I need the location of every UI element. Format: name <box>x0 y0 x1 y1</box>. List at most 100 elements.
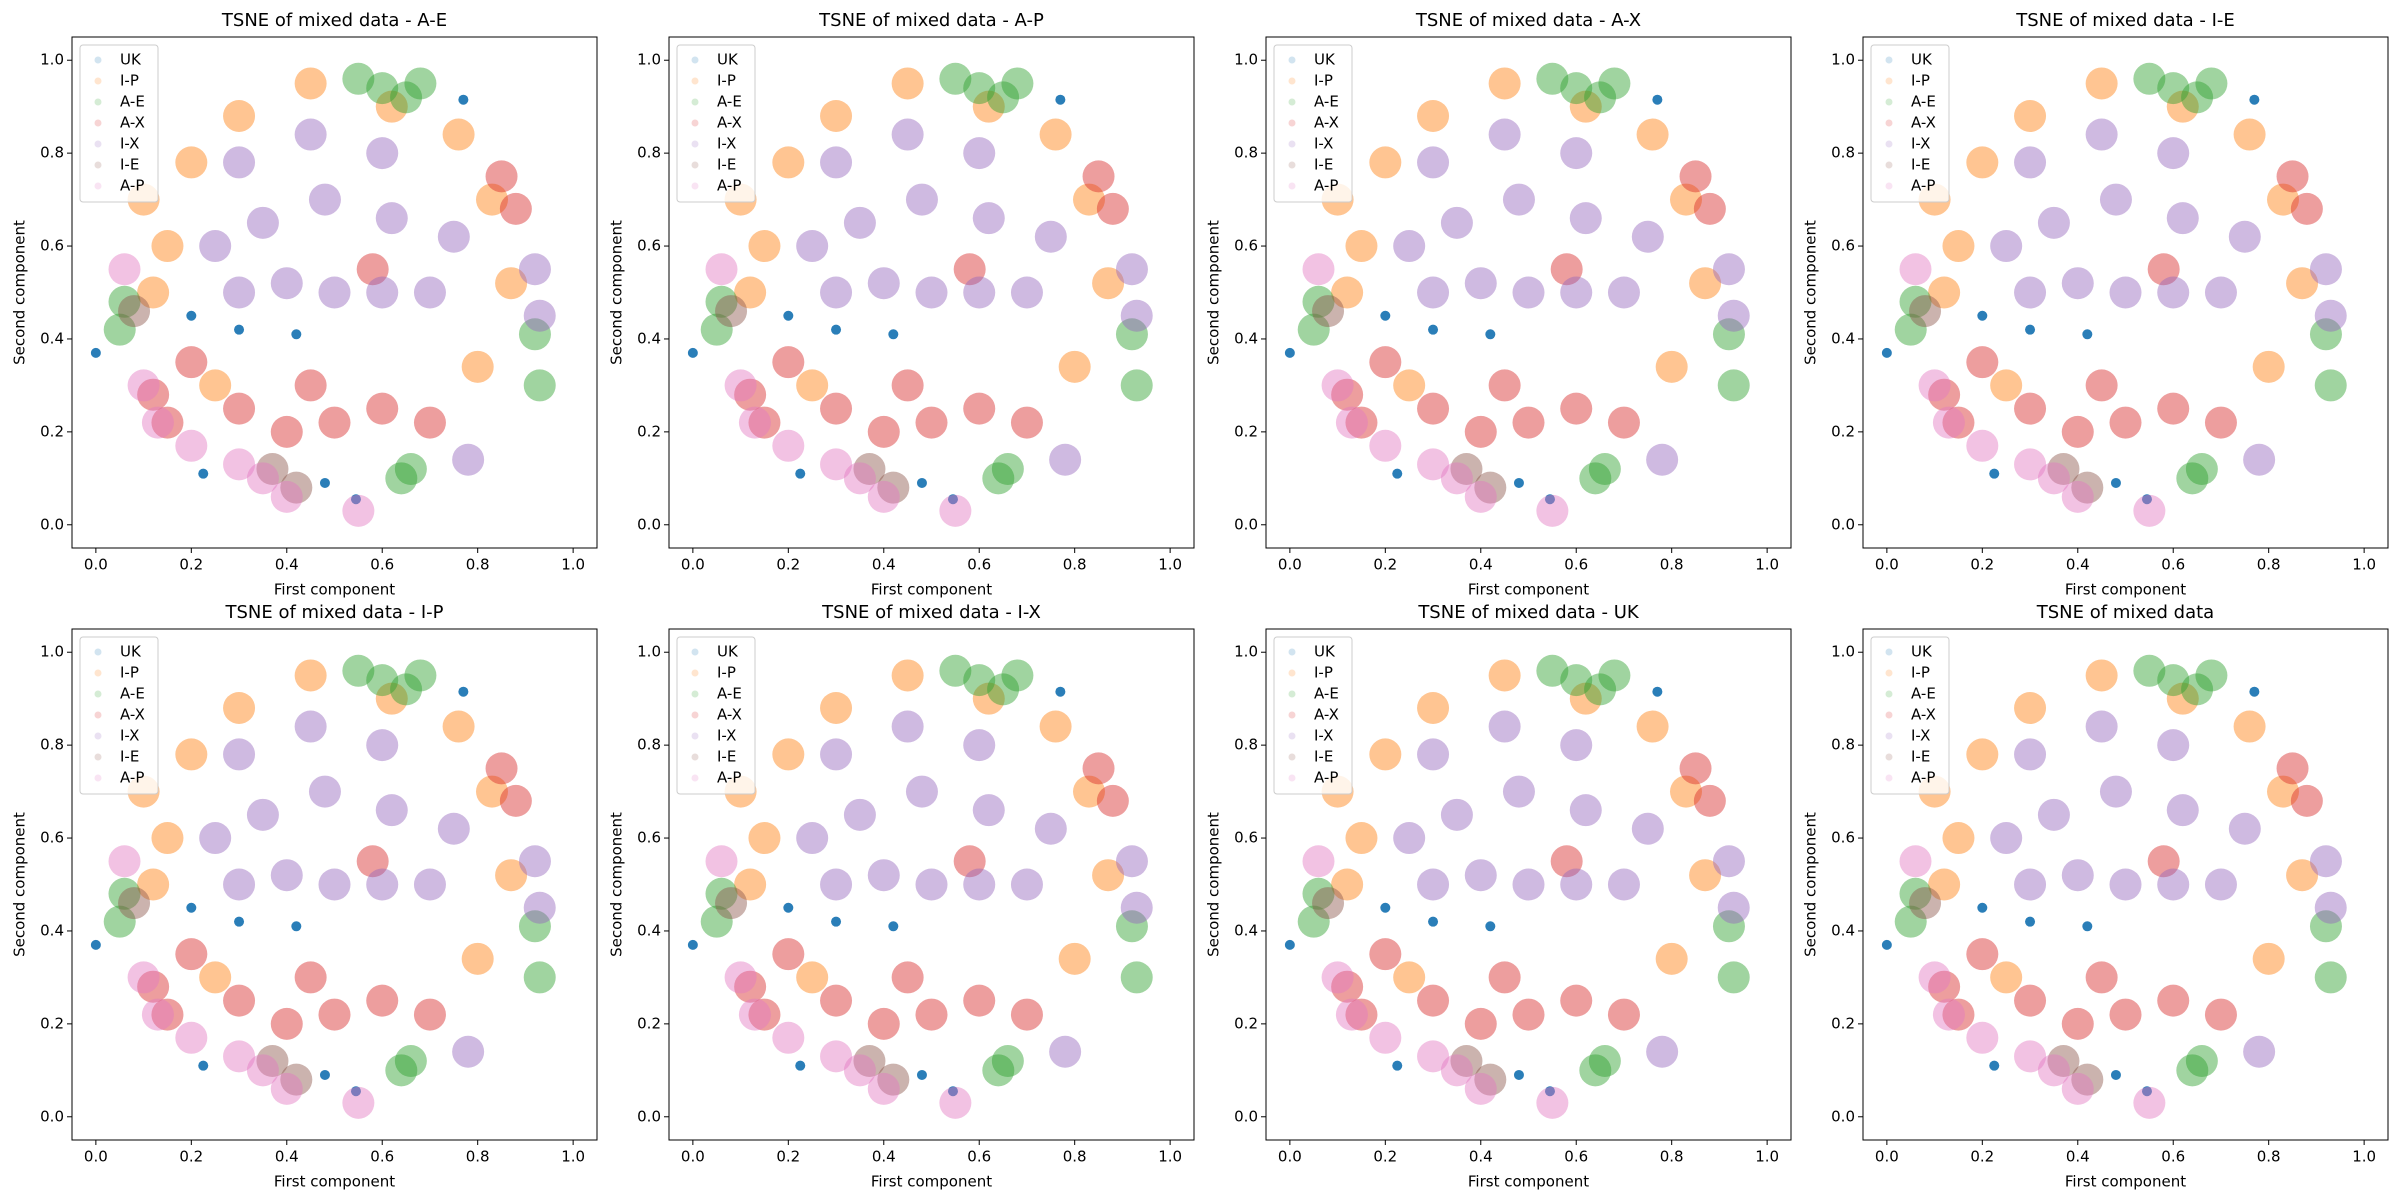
legend-marker <box>1885 56 1893 64</box>
point <box>2071 1063 2104 1096</box>
point <box>1010 406 1043 439</box>
point <box>905 775 938 808</box>
point <box>2037 1054 2070 1087</box>
point <box>1512 276 1545 309</box>
y-tick-label: 0.2 <box>1234 1014 1258 1032</box>
point <box>2109 406 2142 439</box>
point <box>413 868 446 901</box>
point <box>2157 276 2190 309</box>
point <box>1321 369 1354 402</box>
point <box>1297 313 1330 346</box>
point <box>1881 347 1892 358</box>
point <box>1932 998 1965 1031</box>
y-tick-label: 1.0 <box>637 643 661 661</box>
point <box>294 118 327 151</box>
legend-marker <box>94 690 102 698</box>
point <box>1092 859 1125 892</box>
point <box>1450 453 1483 486</box>
x-tick-label: 0.0 <box>1875 556 1899 574</box>
point <box>1569 90 1602 123</box>
point <box>972 202 1005 235</box>
y-tick-label: 0.0 <box>1234 1107 1258 1125</box>
legend-marker <box>1885 182 1893 190</box>
point <box>687 939 698 950</box>
point <box>1560 392 1593 425</box>
legend-marker <box>691 648 699 656</box>
subplot: TSNE of mixed data - A-E First component S… <box>11 10 598 599</box>
x-tick-label: 0.2 <box>179 1148 203 1166</box>
point <box>939 62 972 95</box>
point <box>2243 443 2276 476</box>
point <box>2185 453 2218 486</box>
subplot: TSNE of mixed data - UK First component Se… <box>1205 602 1792 1191</box>
point <box>270 1007 303 1040</box>
x-tick-label: 1.0 <box>561 556 585 574</box>
legend-marker <box>1288 77 1296 85</box>
point <box>843 462 876 495</box>
point <box>915 276 948 309</box>
point <box>523 299 556 332</box>
point <box>1652 94 1663 105</box>
point <box>280 1063 313 1096</box>
point <box>2014 691 2047 724</box>
legend-marker <box>94 56 102 64</box>
legend-label: A-E <box>1314 93 1339 111</box>
point <box>772 738 805 771</box>
legend-label: I-E <box>1911 156 1930 174</box>
legend-label: I-P <box>717 72 736 90</box>
point <box>223 691 256 724</box>
point <box>1966 738 1999 771</box>
y-tick-label: 0.2 <box>1831 1014 1855 1032</box>
point <box>1474 1063 1507 1096</box>
point <box>820 448 853 481</box>
point <box>1989 468 2000 479</box>
point <box>1335 998 1368 1031</box>
x-tick-label: 0.4 <box>1469 556 1493 574</box>
point <box>2249 686 2260 697</box>
point <box>963 868 996 901</box>
point <box>1607 276 1640 309</box>
point <box>916 1069 927 1080</box>
point <box>1717 961 1750 994</box>
point <box>1899 877 1932 910</box>
point <box>1417 868 1450 901</box>
y-tick-label: 0.6 <box>40 237 64 255</box>
point <box>2157 392 2190 425</box>
point <box>1488 659 1521 692</box>
point <box>1966 429 1999 462</box>
point <box>366 984 399 1017</box>
legend-marker <box>1885 753 1893 761</box>
point <box>366 72 399 105</box>
point <box>947 1086 958 1097</box>
point <box>947 494 958 505</box>
point <box>867 1007 900 1040</box>
legend-marker <box>1288 161 1296 169</box>
x-tick-label: 0.0 <box>84 556 108 574</box>
y-tick-label: 1.0 <box>1831 643 1855 661</box>
legend-marker <box>94 119 102 127</box>
point <box>342 62 375 95</box>
legend-label: I-X <box>717 135 736 153</box>
point <box>820 392 853 425</box>
point <box>413 998 446 1031</box>
point <box>1712 318 1745 351</box>
point <box>1607 998 1640 1031</box>
legend-marker <box>1288 669 1296 677</box>
point <box>1417 448 1450 481</box>
point <box>108 253 141 286</box>
point <box>523 369 556 402</box>
point <box>2061 267 2094 300</box>
y-tick-label: 0.8 <box>1831 736 1855 754</box>
y-tick-label: 0.2 <box>40 1014 64 1032</box>
x-axis-label: First component <box>2065 581 2186 599</box>
point <box>518 318 551 351</box>
legend-label: I-X <box>120 135 139 153</box>
point <box>891 659 924 692</box>
y-axis-label: Second component <box>608 812 626 957</box>
point <box>151 230 184 263</box>
point <box>1001 659 1034 692</box>
point <box>2037 206 2070 239</box>
point <box>223 448 256 481</box>
point <box>1345 998 1378 1031</box>
